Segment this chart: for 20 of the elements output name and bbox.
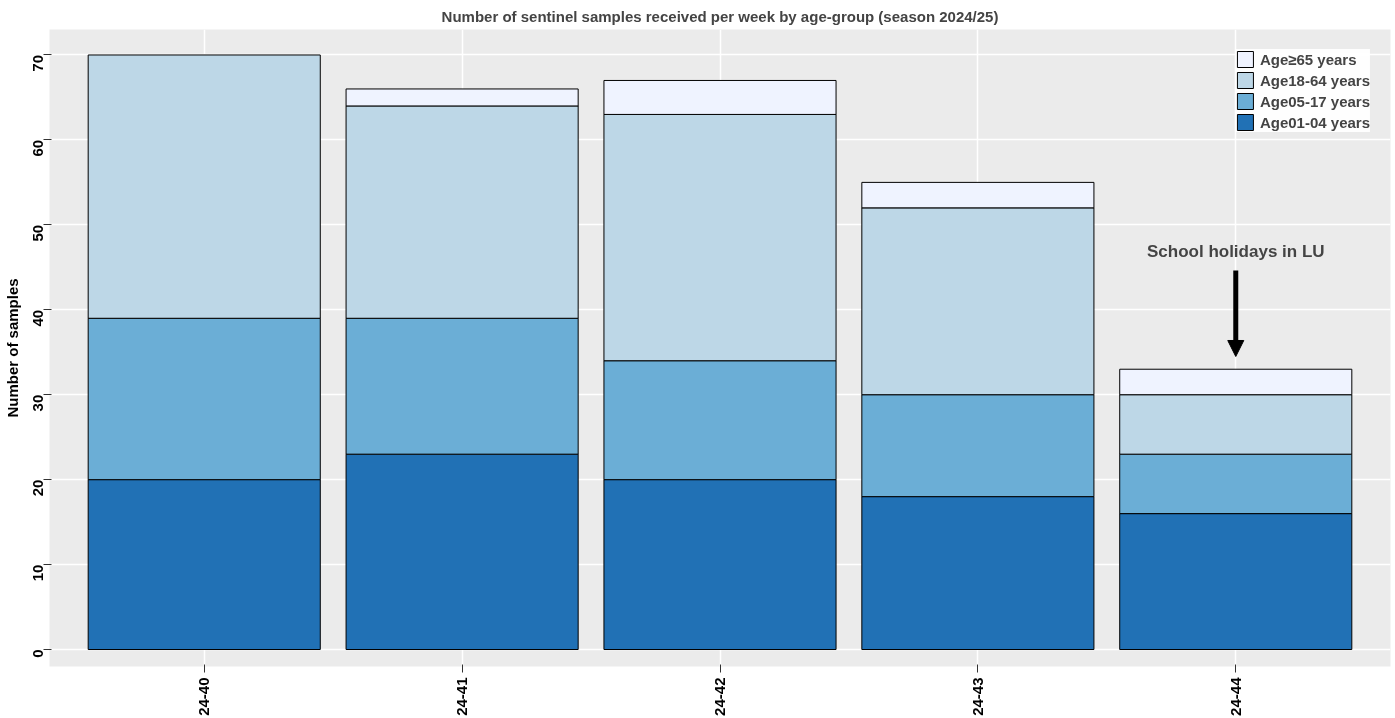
annotation: School holidays in LU bbox=[1146, 241, 1325, 261]
y-tick-label: 40 bbox=[29, 309, 47, 327]
legend-label: Age05-17 years bbox=[1259, 92, 1370, 110]
x-tick-label: 24-41 bbox=[453, 677, 471, 716]
y-tick-label: 30 bbox=[29, 394, 47, 412]
x-tick-label: 24-43 bbox=[968, 677, 986, 716]
legend-label: Age18-64 years bbox=[1259, 71, 1370, 89]
y-tick-label: 0 bbox=[29, 649, 47, 658]
x-tick-label: 24-40 bbox=[195, 677, 213, 716]
y-tick-label: 50 bbox=[29, 224, 47, 242]
y-tick-label: 60 bbox=[29, 139, 47, 157]
legend-label: Age≥65 years bbox=[1259, 50, 1357, 68]
y-tick-label: 70 bbox=[29, 54, 47, 72]
y-tick-label: 20 bbox=[29, 479, 47, 497]
legend-label: Age01-04 years bbox=[1259, 113, 1370, 131]
x-tick-label: 24-44 bbox=[1226, 676, 1244, 716]
y-tick-label: 10 bbox=[29, 564, 47, 582]
y-axis-title: Number of samples bbox=[3, 278, 21, 418]
x-tick-label: 24-42 bbox=[711, 677, 728, 716]
chart-title: Number of sentinel samples received per week by age-group (season 2024/25) bbox=[441, 7, 999, 25]
